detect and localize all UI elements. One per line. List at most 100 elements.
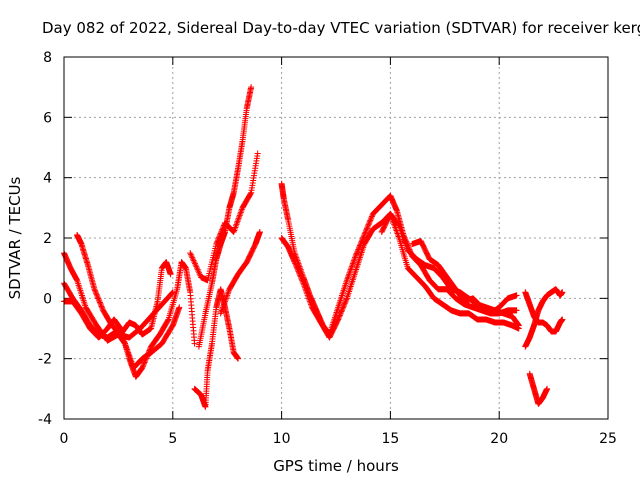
- data-point: [164, 317, 171, 324]
- data-point: [291, 259, 298, 266]
- data-point: [364, 225, 371, 232]
- data-point: [254, 150, 261, 157]
- data-point: [96, 298, 103, 305]
- data-point: [191, 340, 198, 347]
- data-point: [298, 274, 305, 281]
- data-point: [293, 264, 300, 271]
- data-point: [247, 190, 254, 197]
- data-point: [341, 300, 348, 307]
- x-tick-label: 20: [490, 431, 508, 447]
- data-point: [213, 239, 220, 246]
- data-point: [299, 278, 306, 285]
- data-point: [93, 291, 100, 298]
- data-point: [336, 312, 343, 319]
- data-point: [94, 294, 101, 301]
- data-point: [353, 250, 360, 257]
- data-point: [342, 299, 349, 306]
- data-point: [97, 300, 104, 307]
- data-point: [367, 216, 374, 223]
- data-point: [335, 315, 342, 322]
- data-point: [335, 316, 342, 323]
- data-point: [92, 287, 99, 294]
- data-point: [141, 359, 148, 366]
- data-point: [362, 229, 369, 236]
- data-point: [220, 223, 227, 230]
- data-point: [143, 354, 150, 361]
- data-point: [92, 288, 99, 295]
- series-track-m: [522, 289, 566, 335]
- data-point: [217, 230, 224, 237]
- data-point: [339, 305, 346, 312]
- data-point: [559, 316, 566, 323]
- data-point: [248, 84, 255, 91]
- data-point: [367, 217, 374, 224]
- data-point: [296, 271, 303, 278]
- data-point: [176, 304, 183, 311]
- data-point: [361, 230, 368, 237]
- data-point: [215, 235, 222, 242]
- series-track-h: [217, 228, 263, 317]
- data-point: [366, 218, 373, 225]
- data-point: [297, 272, 304, 279]
- grid-lines: [64, 57, 608, 419]
- data-point: [292, 261, 299, 268]
- data-point: [142, 358, 149, 365]
- data-point: [298, 276, 305, 283]
- series-track-n: [522, 286, 566, 350]
- data-point: [91, 286, 98, 293]
- x-tick-label: 15: [381, 431, 399, 447]
- data-point: [342, 297, 349, 304]
- data-point: [235, 355, 242, 362]
- data-point: [143, 355, 150, 362]
- data-point: [355, 245, 362, 252]
- data-point: [340, 303, 347, 310]
- data-point: [361, 231, 368, 238]
- y-tick-label: -4: [38, 412, 52, 428]
- data-point: [98, 303, 105, 310]
- data-point: [340, 304, 347, 311]
- data-point: [97, 302, 104, 309]
- data-point: [364, 224, 371, 231]
- data-point: [214, 237, 221, 244]
- series-track-g: [187, 150, 261, 284]
- data-point: [219, 226, 226, 233]
- data-point: [142, 356, 149, 363]
- data-point: [362, 228, 369, 235]
- data-point: [217, 231, 224, 238]
- data-point: [365, 221, 372, 228]
- data-point: [368, 214, 375, 221]
- data-point: [146, 347, 153, 354]
- data-point: [146, 346, 153, 353]
- series-track-o: [526, 370, 551, 407]
- data-point: [218, 227, 225, 234]
- data-point: [559, 289, 566, 296]
- data-point: [296, 269, 303, 276]
- data-point: [515, 325, 522, 332]
- data-point: [140, 362, 147, 369]
- data-point: [144, 352, 151, 359]
- data-point: [94, 292, 101, 299]
- data-point: [356, 243, 363, 250]
- data-point: [214, 238, 221, 245]
- data-point: [343, 296, 350, 303]
- series-track-l: [409, 238, 520, 317]
- x-tick-label: 10: [273, 431, 291, 447]
- data-point: [218, 229, 225, 236]
- data-point: [294, 265, 301, 272]
- data-point: [292, 260, 299, 267]
- data-point: [295, 268, 302, 275]
- data-point: [139, 364, 146, 371]
- data-point: [365, 222, 372, 229]
- y-tick-label: -2: [38, 352, 52, 368]
- series-track-c: [61, 259, 198, 380]
- data-point: [256, 228, 263, 235]
- data-point: [145, 350, 152, 357]
- data-point: [96, 299, 103, 306]
- data-point: [167, 271, 174, 278]
- data-point: [338, 307, 345, 314]
- y-tick-label: 6: [43, 110, 52, 126]
- data-point: [219, 225, 226, 232]
- data-point: [93, 290, 100, 297]
- data-point: [299, 277, 306, 284]
